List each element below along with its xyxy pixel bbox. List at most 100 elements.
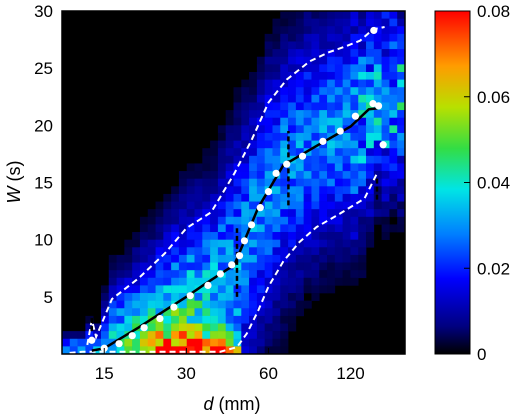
heatmap-cell xyxy=(350,262,359,271)
heatmap-cell xyxy=(264,64,273,73)
heatmap-cell xyxy=(295,102,304,111)
heatmap-cell xyxy=(327,209,336,218)
heatmap-cell xyxy=(210,155,219,164)
heatmap-cell xyxy=(233,132,242,141)
heatmap-cell xyxy=(264,201,273,210)
heatmap-cell xyxy=(233,201,242,210)
heatmap-cell xyxy=(77,331,86,340)
heatmap-cell xyxy=(327,186,336,195)
heatmap-cell xyxy=(295,41,304,50)
heatmap-cell xyxy=(280,293,289,301)
heatmap-cell xyxy=(373,132,382,141)
heatmap-cell xyxy=(295,79,304,88)
heatmap-cell xyxy=(373,11,382,19)
heatmap-cell xyxy=(389,94,398,103)
heatmap-cell xyxy=(334,193,343,202)
heatmap-cell xyxy=(217,125,227,134)
heatmap-cell xyxy=(373,209,382,218)
heatmap-cell xyxy=(69,346,78,354)
heatmap-cell xyxy=(327,155,336,164)
heatmap-cell xyxy=(366,155,375,164)
heatmap-cell xyxy=(350,209,359,218)
heatmap-cell xyxy=(124,277,133,286)
heatmap-cell xyxy=(264,338,273,347)
heatmap-cell xyxy=(295,26,304,35)
heatmap-cell xyxy=(311,71,320,80)
heatmap-cell xyxy=(334,110,343,119)
heatmap-cell xyxy=(256,79,265,88)
heatmap-cell xyxy=(295,239,304,248)
heatmap-cell xyxy=(319,163,328,172)
heatmap-cell xyxy=(342,232,351,240)
heatmap-cell xyxy=(147,232,156,240)
x-axis-variable: d xyxy=(203,394,214,414)
heatmap-cell xyxy=(373,71,382,80)
heatmap-cell xyxy=(389,155,398,164)
heatmap-cell xyxy=(241,346,250,354)
heatmap-cell xyxy=(358,94,367,103)
heatmap-cell xyxy=(350,163,359,172)
heatmap-cell xyxy=(327,148,336,157)
heatmap-cell xyxy=(241,94,250,103)
heatmap-cell xyxy=(311,155,320,164)
heatmap-cell xyxy=(178,277,188,286)
heatmap-cell xyxy=(280,171,289,179)
heatmap-cell xyxy=(358,49,367,58)
heatmap-cell xyxy=(256,254,265,263)
heatmap-cell xyxy=(147,254,156,263)
heatmap-cell xyxy=(366,171,375,179)
heatmap-cell xyxy=(100,315,110,324)
heatmap-cell xyxy=(249,94,258,103)
heatmap-cell xyxy=(366,41,375,50)
heatmap-cell xyxy=(155,346,164,354)
heatmap-cell xyxy=(366,209,375,218)
heatmap-cell xyxy=(342,18,351,27)
heatmap-cell xyxy=(303,277,312,286)
heatmap-cell xyxy=(350,79,359,88)
heatmap-cell xyxy=(327,239,336,248)
heatmap-cell xyxy=(327,71,336,80)
heatmap-cell xyxy=(280,239,289,248)
heatmap-cell xyxy=(381,178,390,187)
heatmap-cell xyxy=(217,132,227,141)
heatmap-cell xyxy=(249,285,258,294)
heatmap-cell xyxy=(171,277,180,286)
heatmap-cell xyxy=(264,56,273,65)
heatmap-cell xyxy=(295,247,304,256)
heatmap-cell xyxy=(366,232,375,240)
heatmap-cell xyxy=(233,148,242,157)
heatmap-cell xyxy=(381,18,390,27)
heatmap-cell xyxy=(288,71,297,80)
heatmap-cell xyxy=(217,323,227,332)
heatmap-cell xyxy=(327,87,336,96)
heatmap-cell xyxy=(373,94,382,103)
heatmap-cell xyxy=(366,26,375,35)
heatmap-cell xyxy=(132,270,141,279)
heatmap-cell xyxy=(373,140,382,149)
heatmap-cell xyxy=(280,110,289,119)
heatmap-cell xyxy=(171,308,180,317)
heatmap-cell xyxy=(241,79,250,88)
heatmap-cell xyxy=(342,56,351,65)
heatmap-cell xyxy=(311,232,320,240)
heatmap-cell xyxy=(397,94,405,103)
heatmap-cell xyxy=(327,277,336,286)
heatmap-cell xyxy=(62,346,71,354)
heatmap-cell xyxy=(381,163,390,172)
heatmap-cell xyxy=(381,26,390,35)
heatmap-cell xyxy=(264,132,273,141)
heatmap-cell xyxy=(233,87,242,96)
heatmap-cell xyxy=(389,201,398,210)
heatmap-cell xyxy=(210,232,219,240)
heatmap-cell xyxy=(163,308,172,317)
heatmap-cell xyxy=(272,247,281,256)
heatmap-cell xyxy=(210,163,219,172)
heatmap-cell xyxy=(288,323,297,332)
y-tick-label: 10 xyxy=(34,231,53,250)
heatmap-cell xyxy=(178,293,188,301)
heatmap-cell xyxy=(210,331,219,340)
heatmap-cell xyxy=(163,323,172,332)
heatmap-cell xyxy=(256,293,265,301)
heatmap-cell xyxy=(280,254,289,263)
heatmap-cell xyxy=(327,216,336,225)
